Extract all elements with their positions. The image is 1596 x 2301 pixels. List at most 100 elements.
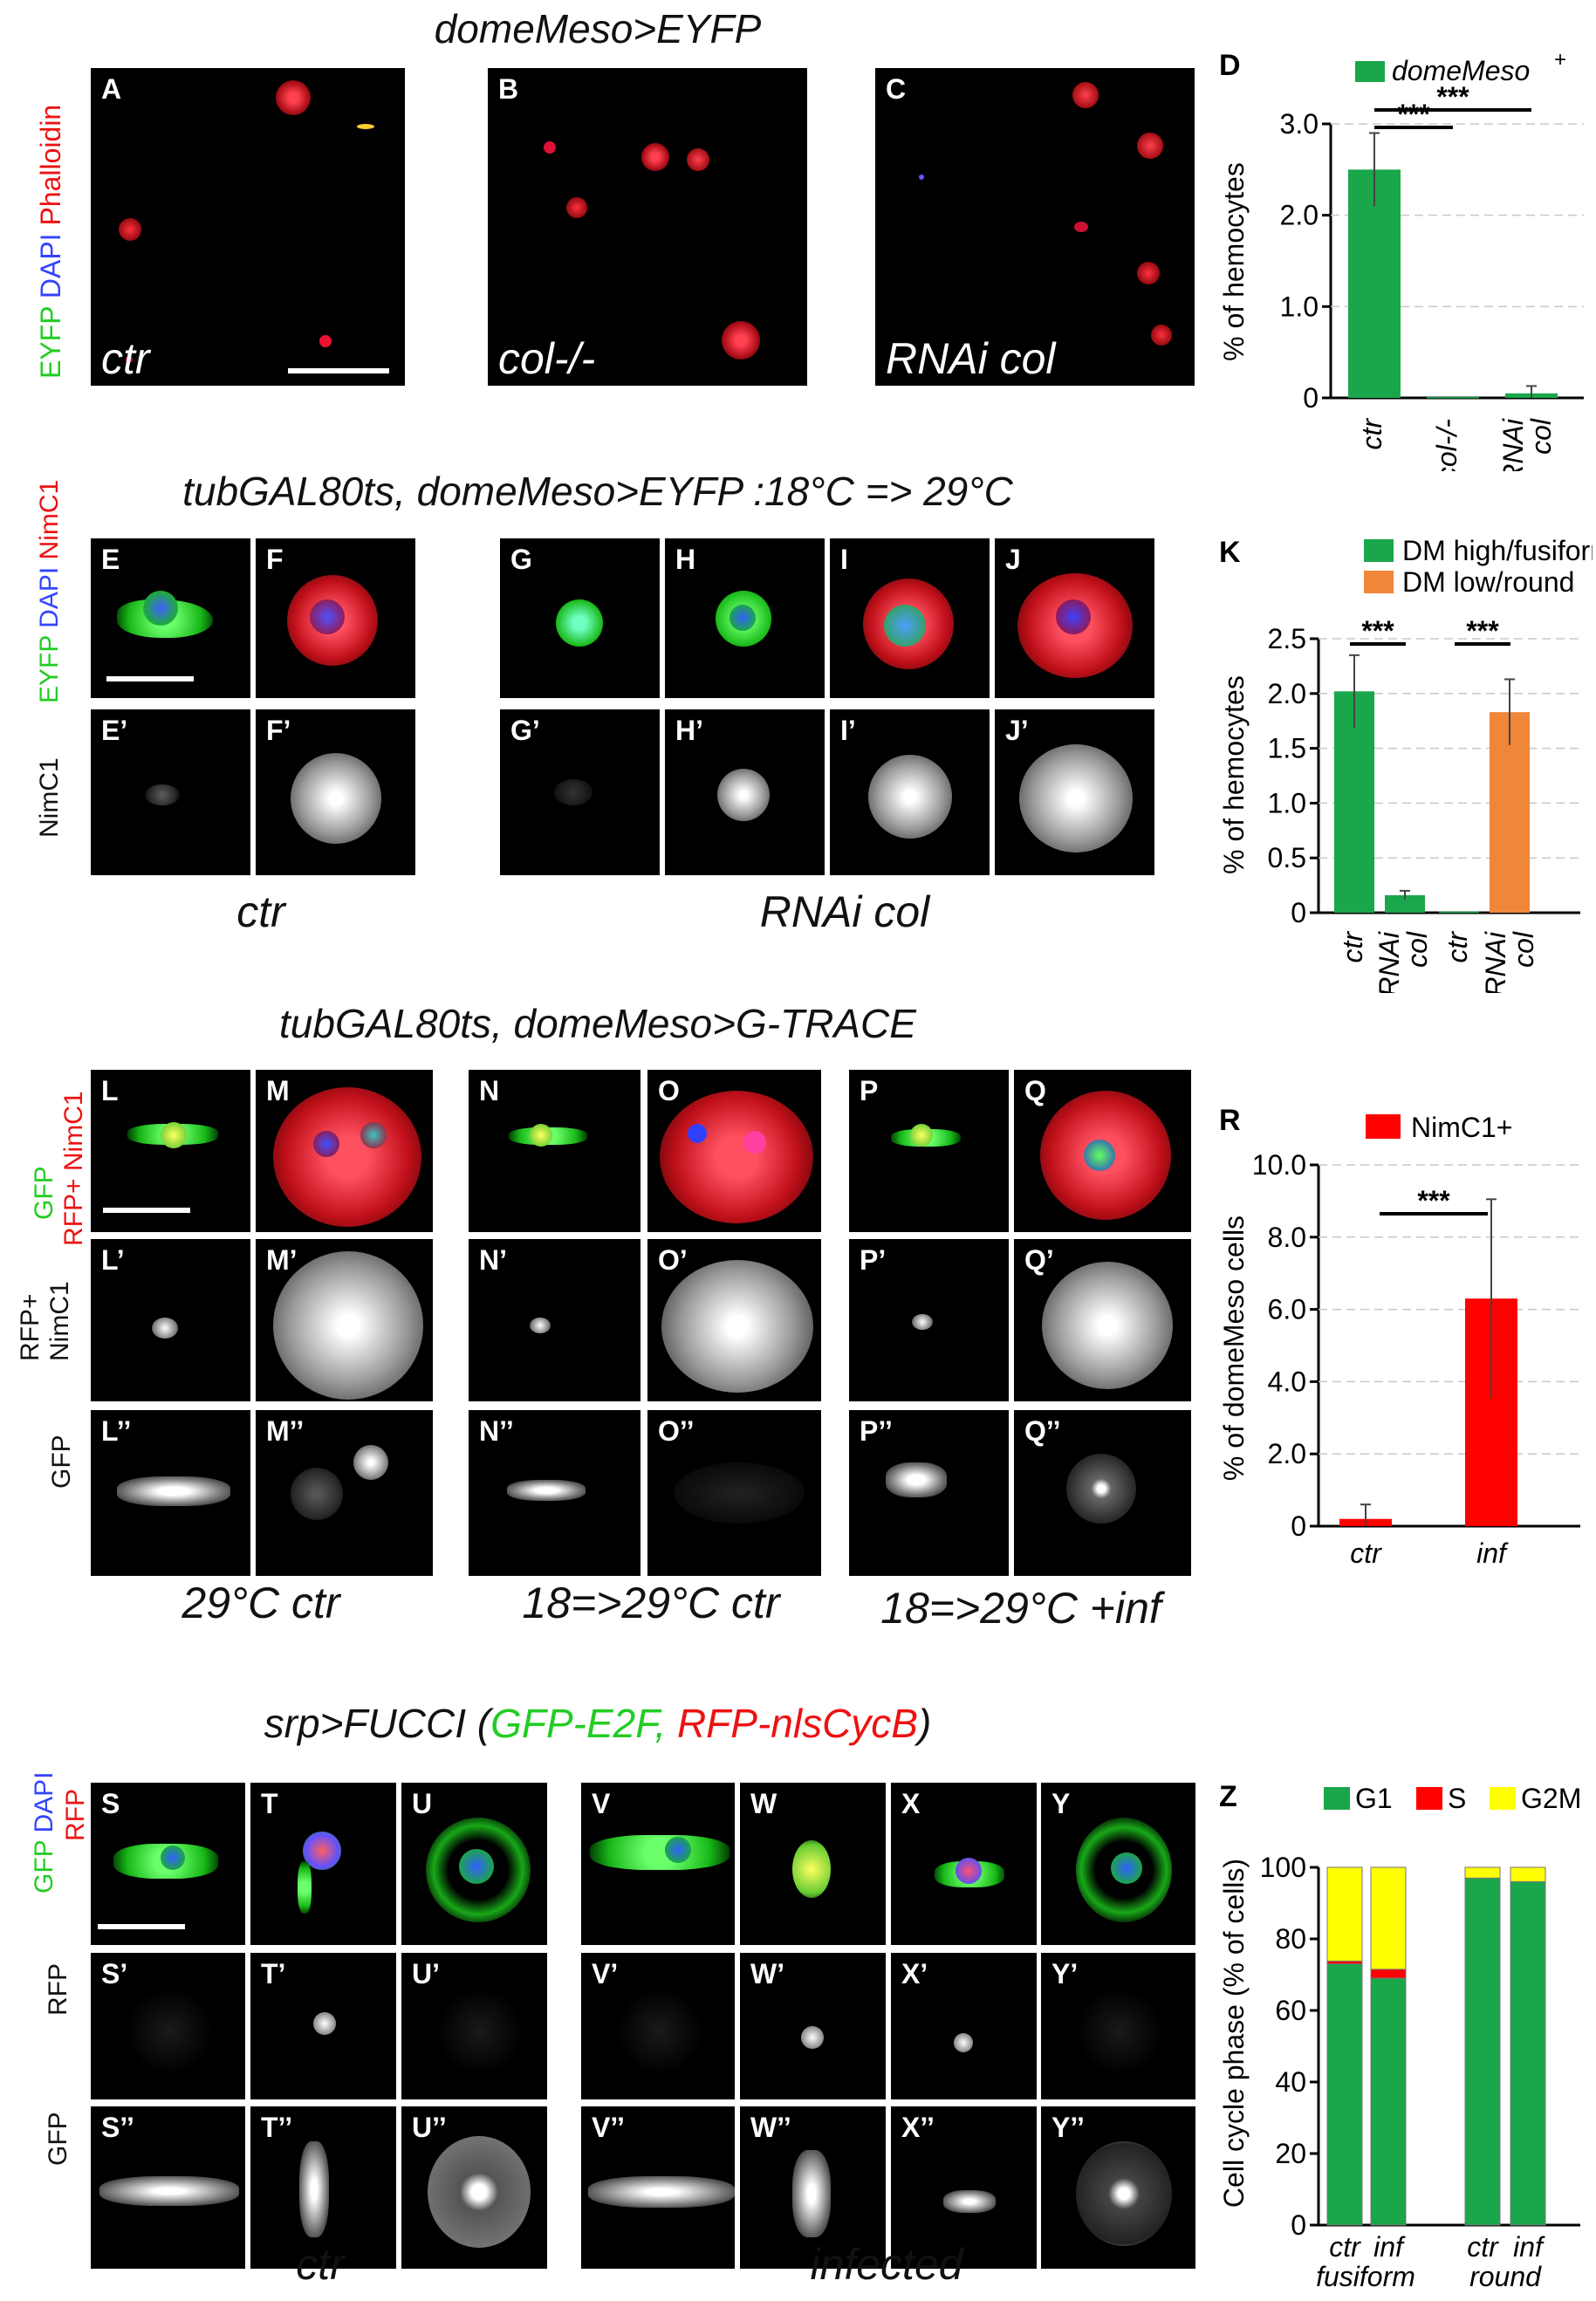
- y-tick-label: 40: [1275, 2066, 1306, 2098]
- panel-letter: M: [266, 1075, 290, 1106]
- significance-label: ***: [1361, 615, 1394, 647]
- panel-letter: O’: [658, 1244, 688, 1276]
- y-tick-label: 6.0: [1268, 1294, 1306, 1325]
- x-tick-label: ctr: [1442, 931, 1473, 963]
- micrograph-panel: P’’: [849, 1410, 1009, 1576]
- row3-stain-label-top: GFP: [30, 1166, 58, 1220]
- y-tick-label: 80: [1275, 1923, 1306, 1955]
- bar-segment: [1370, 1969, 1407, 1979]
- panel-letter: I’: [840, 715, 856, 746]
- micrograph-panel: W: [740, 1783, 886, 1945]
- micrograph-panel: U: [401, 1783, 547, 1945]
- x-tick-label: ctr: [1356, 418, 1387, 450]
- bar-segment: [1370, 1866, 1407, 1970]
- y-tick-label: 1.5: [1268, 733, 1306, 764]
- micrograph-panel: N’’: [469, 1410, 640, 1576]
- panel-letter: V’: [592, 1958, 619, 1989]
- micrograph-panel: L’: [91, 1239, 250, 1401]
- panel-letter: M’’: [266, 1415, 305, 1447]
- group-label: fusiform: [1316, 2261, 1415, 2292]
- row3-group-18-29: 18=>29°C ctr: [522, 1579, 780, 1627]
- micrograph-panel: G’: [500, 709, 660, 875]
- panel-letter: F’: [266, 715, 291, 746]
- legend-label: DM high/fusiform: [1402, 535, 1593, 566]
- micrograph-panel: H: [665, 538, 825, 698]
- micrograph-panel: I: [830, 538, 990, 698]
- panel-letter: V: [592, 1788, 611, 1819]
- legend-sup: +: [1554, 48, 1566, 72]
- panel-letter: T’: [261, 1958, 286, 1989]
- significance-label: ***: [1436, 81, 1469, 113]
- y-tick-label: 2.5: [1268, 623, 1306, 654]
- micrograph-panel: T’’: [250, 2106, 396, 2269]
- panel-letter: S’’: [101, 2112, 134, 2143]
- micrograph-panel: X: [891, 1783, 1037, 1945]
- panel-letter: U’: [412, 1958, 440, 1989]
- y-tick-label: 20: [1275, 2138, 1306, 2169]
- micrograph-panel: T: [250, 1783, 396, 1945]
- panel-letter: H: [675, 544, 696, 575]
- micrograph-panel: S: [91, 1783, 245, 1945]
- panel-caption: ctr: [101, 334, 150, 383]
- legend-swatch: [1364, 539, 1394, 562]
- panel-caption: col-/-: [498, 334, 596, 383]
- legend-swatch: [1490, 1787, 1516, 1810]
- micrograph-panel: O’’: [647, 1410, 821, 1576]
- panel-letter: J: [1005, 544, 1021, 575]
- micrograph-panel: T’: [250, 1953, 396, 2099]
- legend-swatch: [1364, 571, 1394, 593]
- micrograph-panel: M’’: [256, 1410, 433, 1576]
- y-tick-label: 0: [1291, 897, 1306, 928]
- y-tick-label: 10.0: [1252, 1149, 1306, 1181]
- row4-title: srp>FUCCI (GFP-E2F, RFP-nlsCycB): [264, 1701, 932, 1746]
- micrograph-panel: J’: [995, 709, 1154, 875]
- y-tick-label: 4.0: [1268, 1366, 1306, 1397]
- micrograph-panel-c: C RNAi col: [875, 68, 1195, 386]
- micrograph-panel: I’: [830, 709, 990, 875]
- row3-group-29c: 29°C ctr: [182, 1579, 340, 1627]
- bar: [1490, 712, 1530, 913]
- y-tick-label: 0: [1303, 382, 1319, 414]
- legend-label: NimC1+: [1411, 1112, 1512, 1143]
- y-tick-label: 0: [1291, 2209, 1306, 2241]
- row2-group-rnai: RNAi col: [759, 887, 930, 936]
- micrograph-panel: Q’: [1014, 1239, 1191, 1401]
- panel-letter: V’’: [592, 2112, 625, 2143]
- bar-segment: [1326, 1963, 1363, 2226]
- panel-letter: F: [266, 544, 284, 575]
- x-tick-label: col-/-: [1431, 419, 1462, 471]
- panel-letter: X’’: [901, 2112, 935, 2143]
- panel-letter: Y’: [1051, 1958, 1079, 1989]
- micrograph-panel: U’: [401, 1953, 547, 2099]
- bar: [1427, 396, 1479, 399]
- micrograph-panel: V’: [581, 1953, 735, 2099]
- bar: [1439, 911, 1479, 914]
- micrograph-panel: S’: [91, 1953, 245, 2099]
- micrograph-panel: Y: [1041, 1783, 1195, 1945]
- panel-letter-d: D: [1219, 49, 1241, 82]
- panel-letter: O: [658, 1075, 680, 1106]
- micrograph-panel: E’: [91, 709, 250, 875]
- micrograph-panel: W’’: [740, 2106, 886, 2269]
- panel-letter-k: K: [1219, 536, 1241, 569]
- micrograph-panel: L: [91, 1070, 250, 1232]
- bar-segment: [1464, 1877, 1501, 2226]
- legend-label: DM low/round: [1402, 566, 1574, 598]
- legend-label: S: [1448, 1783, 1466, 1814]
- panel-letter: E: [101, 544, 120, 575]
- panel-letter: X’: [901, 1958, 928, 1989]
- micrograph-panel: M: [256, 1070, 433, 1232]
- x-tick-label: ctr: [1467, 2231, 1499, 2263]
- row4-stain-label-top2: RFP: [61, 1789, 90, 1841]
- panel-letter: L: [101, 1075, 119, 1106]
- y-tick-label: 0.5: [1268, 842, 1306, 873]
- micrograph-panel: F’: [256, 709, 415, 875]
- row1-stain-label: EYFP DAPI Phalloidin: [35, 104, 66, 379]
- bar-segment: [1326, 1866, 1363, 1962]
- x-tick-label: ctr: [1329, 2231, 1361, 2263]
- panel-letter: N’’: [479, 1415, 514, 1447]
- panel-letter: C: [886, 73, 907, 105]
- y-axis-label: Cell cycle phase (% of cells): [1218, 1859, 1250, 2208]
- panel-letter: T: [261, 1788, 278, 1819]
